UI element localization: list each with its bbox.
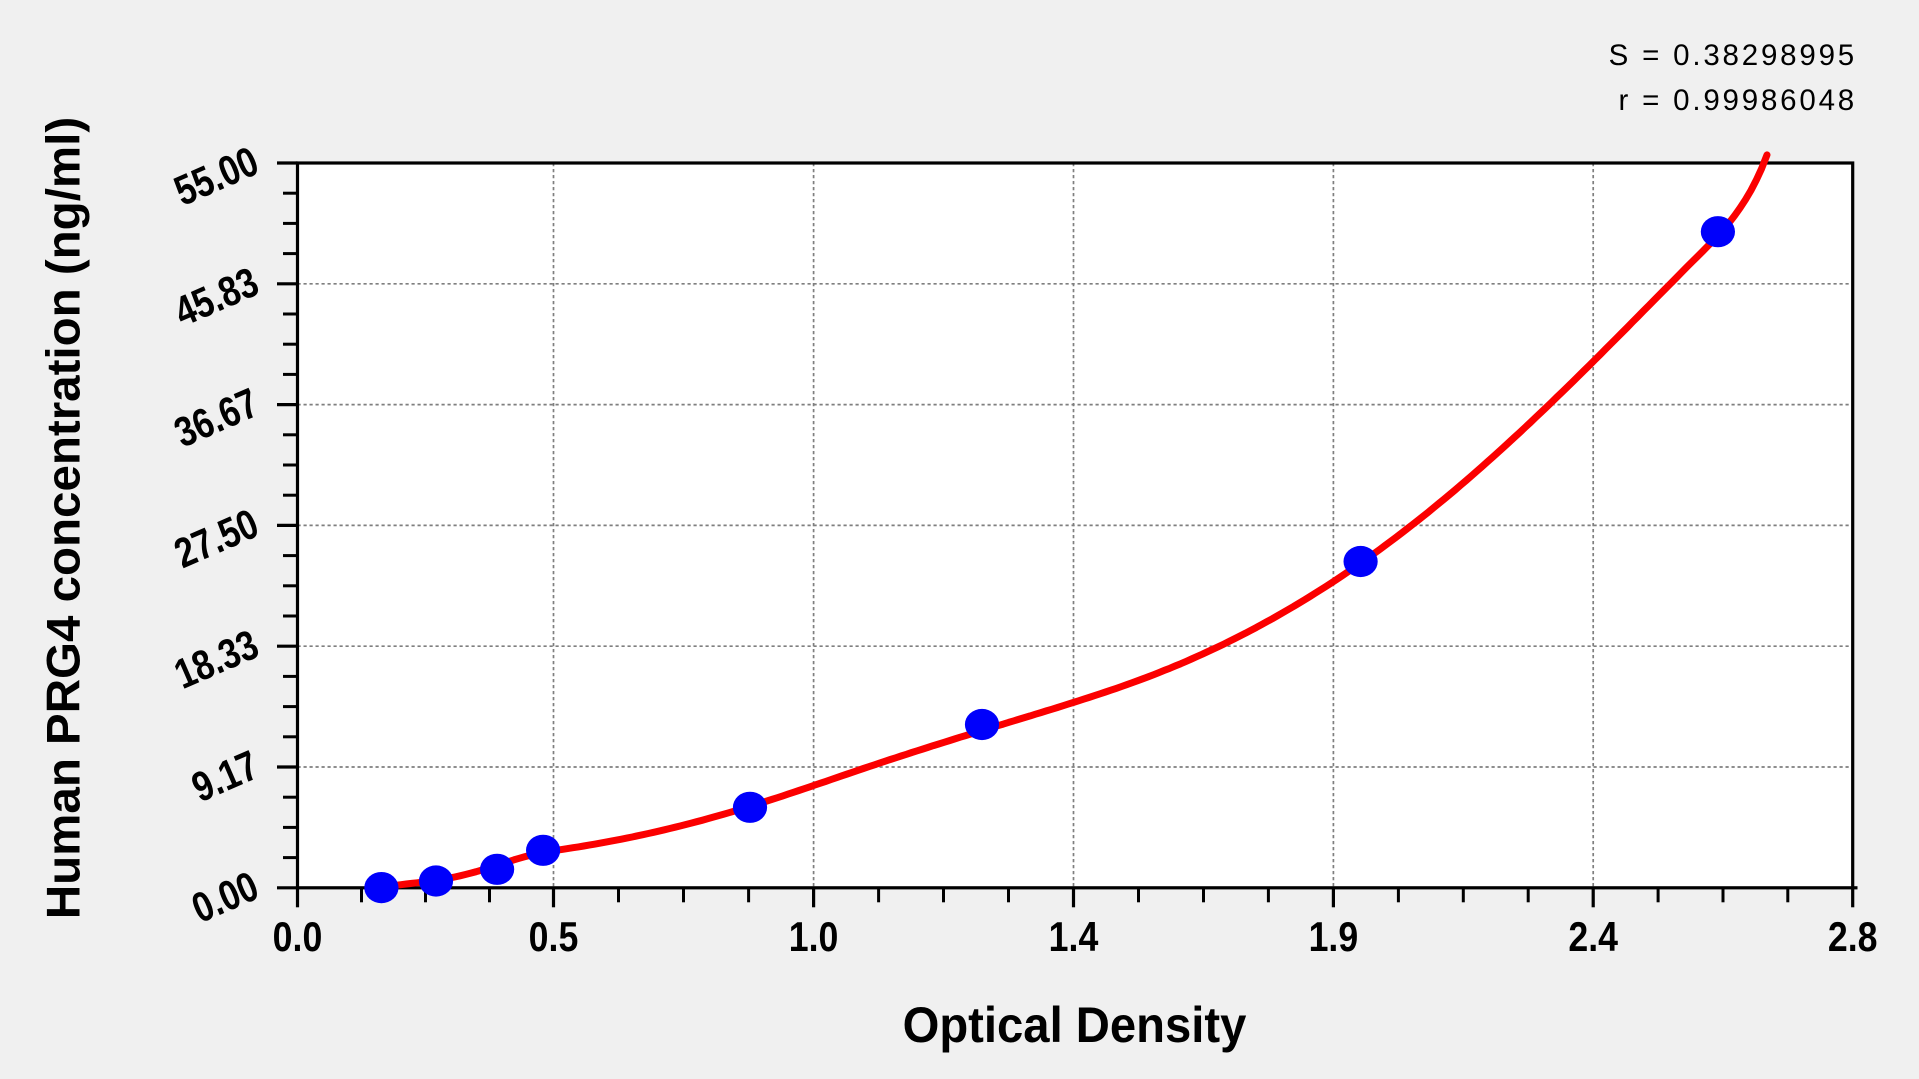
svg-text:55.00: 55.00 (168, 138, 266, 215)
svg-text:1.4: 1.4 (1049, 914, 1099, 960)
svg-text:Optical Density: Optical Density (903, 998, 1247, 1054)
svg-text:36.67: 36.67 (168, 380, 266, 457)
svg-text:2.8: 2.8 (1828, 914, 1878, 960)
svg-text:0.00: 0.00 (185, 863, 265, 933)
svg-text:Human PRG4 concentration (ng/m: Human PRG4 concentration (ng/ml) (38, 117, 91, 919)
svg-text:9.17: 9.17 (185, 742, 265, 812)
svg-text:45.83: 45.83 (168, 259, 266, 336)
svg-text:1.9: 1.9 (1309, 914, 1359, 960)
svg-text:S = 0.38298995: S = 0.38298995 (1609, 39, 1857, 72)
svg-text:0.5: 0.5 (529, 914, 579, 960)
svg-text:2.4: 2.4 (1568, 914, 1618, 960)
svg-text:r = 0.99986048: r = 0.99986048 (1619, 84, 1858, 117)
svg-text:27.50: 27.50 (168, 500, 266, 577)
svg-text:0.0: 0.0 (273, 914, 323, 960)
svg-text:18.33: 18.33 (168, 621, 266, 698)
svg-text:1.0: 1.0 (789, 914, 839, 960)
